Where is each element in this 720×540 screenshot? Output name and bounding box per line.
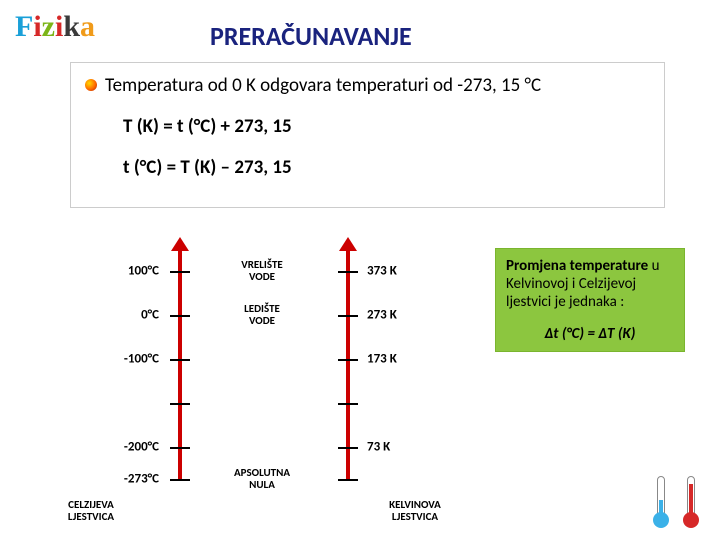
left-axis-label: CELZIJEVALJESTVICA — [68, 499, 114, 523]
tick — [170, 359, 190, 361]
logo-letter: i — [33, 10, 41, 43]
kelvin-axis: 373 K273 K173 K73 K — [335, 245, 359, 481]
formula-2: t (°C) = T (K) – 273, 15 — [123, 156, 650, 179]
logo: Fizika — [15, 10, 95, 44]
tick — [170, 271, 190, 273]
thermometer-hot-icon — [680, 472, 702, 528]
tick — [170, 403, 190, 405]
celsius-tick-label: 100°C — [128, 264, 159, 279]
page-title: PRERAČUNAVANJE — [210, 20, 412, 52]
logo-letter: F — [15, 10, 33, 43]
celsius-tick-label: -200°C — [124, 440, 159, 455]
axis-line — [346, 245, 350, 481]
note-box: Promjena temperature u Kelvinovoj i Celz… — [495, 248, 685, 352]
right-axis-label: KELVINOVALJESTVICA — [389, 499, 441, 523]
tick — [338, 359, 358, 361]
celsius-tick-label: -273°C — [124, 472, 159, 487]
thermometer-cold-icon — [650, 472, 672, 528]
celsius-tick-label: 0°C — [141, 308, 159, 323]
mid-label: APSOLUTNANULA — [234, 467, 290, 491]
kelvin-tick-label: 273 K — [367, 308, 397, 323]
mid-label: VRELIŠTEVODE — [241, 259, 283, 283]
thermometer-icons — [650, 472, 702, 528]
mid-label: LEDIŠTEVODE — [244, 303, 280, 327]
intro-text: Temperatura od 0 K odgovara temperaturi … — [105, 74, 541, 97]
intro-bullet-row: Temperatura od 0 K odgovara temperaturi … — [85, 73, 650, 97]
intro-box: Temperatura od 0 K odgovara temperaturi … — [70, 62, 665, 208]
kelvin-tick-label: 173 K — [367, 352, 397, 367]
kelvin-tick-label: 73 K — [367, 440, 390, 455]
tick — [170, 479, 190, 481]
note-bold: Promjena temperature — [506, 257, 648, 275]
tick — [338, 447, 358, 449]
formula-1: T (K) = t (°C) + 273, 15 — [123, 115, 650, 138]
logo-letter: k — [63, 10, 80, 43]
tick — [338, 315, 358, 317]
kelvin-tick-label: 373 K — [367, 264, 397, 279]
scale-diagram: 100°C0°C-100°C-200°C-273°C 373 K273 K173… — [35, 235, 480, 525]
tick — [338, 479, 358, 481]
tick — [338, 271, 358, 273]
logo-letter: z — [42, 10, 55, 43]
tick — [338, 403, 358, 405]
tick — [170, 315, 190, 317]
logo-letter: a — [80, 10, 95, 43]
note-equation: Δt (°C) = ΔT (K) — [506, 325, 674, 343]
axis-line — [178, 245, 182, 481]
celsius-tick-label: -100°C — [124, 352, 159, 367]
bullet-icon — [85, 79, 97, 91]
tick — [170, 447, 190, 449]
celsius-axis: 100°C0°C-100°C-200°C-273°C — [167, 245, 191, 481]
